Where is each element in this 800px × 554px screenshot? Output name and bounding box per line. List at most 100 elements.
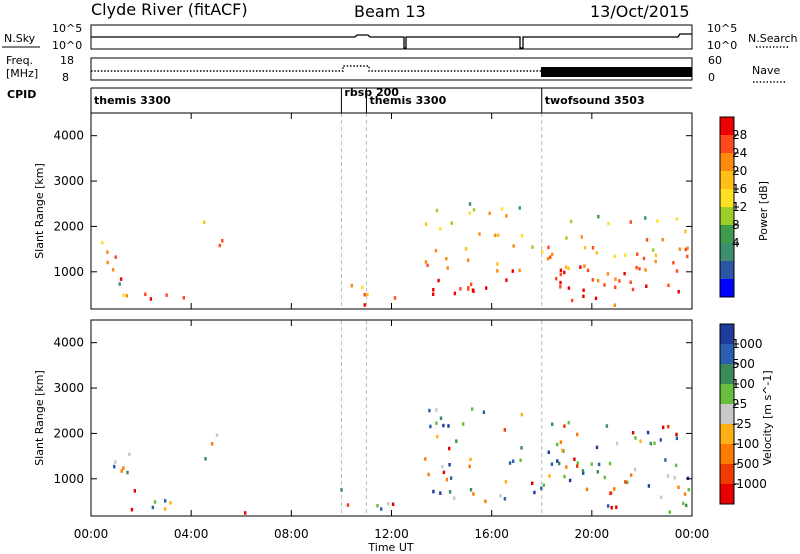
nsky-panel: N.Sky 10^5 10^0 10^5 10^0 N.Search: [2, 22, 798, 52]
data-cell: [459, 287, 462, 291]
data-cell: [567, 421, 570, 425]
data-cell: [182, 296, 185, 300]
data-cell: [520, 234, 524, 238]
power-ylabel: Slant Range [km]: [33, 163, 46, 259]
data-cell: [563, 270, 566, 275]
data-cell: [426, 263, 429, 268]
data-cell: [672, 261, 675, 265]
data-cell: [674, 463, 678, 468]
beam-label: Beam 13: [354, 2, 426, 21]
data-cell: [568, 478, 572, 483]
colorbar-swatch: [720, 171, 734, 190]
data-cell: [582, 471, 585, 475]
data-cell: [503, 428, 506, 432]
data-cell: [122, 466, 125, 470]
data-cell: [567, 266, 570, 270]
data-cell: [630, 473, 633, 477]
data-cell: [488, 211, 491, 216]
colorbar-swatch: [720, 344, 734, 365]
velocity-colorbar-label: Velocity [m s^-1]: [761, 370, 774, 465]
nsky-label: N.Sky: [4, 32, 36, 45]
data-cell: [505, 214, 508, 218]
data-cell: [631, 287, 635, 292]
data-cell: [428, 408, 431, 413]
data-cell: [120, 469, 123, 473]
colorbar-swatch: [720, 117, 734, 136]
data-cell: [439, 416, 443, 420]
data-cell: [596, 470, 599, 474]
data-cell: [448, 463, 451, 467]
x-axis-title: Time UT: [367, 541, 413, 554]
data-cell: [363, 292, 366, 297]
x-tick-label: 08:00: [274, 527, 309, 541]
data-cell: [340, 488, 343, 492]
data-cell: [464, 247, 468, 251]
data-cell: [439, 491, 442, 495]
data-cell: [583, 264, 586, 268]
data-cell: [503, 497, 507, 501]
data-cell: [512, 459, 515, 463]
colorbar-tick-label: 12: [732, 200, 747, 214]
colorbar-tick-label: 100: [732, 377, 755, 391]
data-cell: [518, 268, 521, 273]
data-cell: [609, 491, 613, 495]
data-cell: [448, 446, 451, 451]
data-cell: [424, 222, 428, 226]
data-cell: [435, 421, 438, 425]
data-cell: [550, 462, 554, 466]
data-cell: [618, 279, 621, 283]
data-cell: [447, 424, 450, 428]
data-cell: [559, 280, 562, 285]
data-cell: [542, 483, 545, 487]
data-cell: [667, 424, 670, 429]
velocity-yticks: 1000 2000 3000 4000: [53, 336, 692, 486]
data-cell: [471, 288, 475, 292]
data-cell: [484, 499, 487, 504]
x-tick-label: 12:00: [374, 527, 409, 541]
data-cell: [165, 293, 168, 297]
colorbar-tick-label: 20: [732, 164, 747, 178]
data-cell: [361, 285, 364, 290]
data-cell: [573, 457, 576, 461]
data-cell: [606, 272, 610, 276]
data-cell: [512, 244, 515, 248]
data-cell: [449, 476, 453, 480]
data-cell: [624, 480, 627, 484]
data-cell: [432, 489, 435, 494]
data-cell: [684, 229, 687, 234]
data-cell: [471, 407, 474, 411]
data-cell: [673, 476, 676, 480]
data-cell: [469, 282, 473, 287]
power-colorbar-label: Power [dB]: [757, 181, 770, 241]
data-cell: [472, 208, 476, 212]
freq-label: Freq.: [6, 54, 33, 67]
colorbar-swatch: [720, 364, 734, 385]
colorbar-tick-label: -25: [732, 417, 752, 431]
data-cell: [151, 505, 155, 510]
data-cell: [497, 233, 500, 237]
x-axis: 00:00 04:00 08:00 12:00 16:00 20:00 00:00: [74, 113, 709, 541]
data-cell: [638, 267, 641, 271]
data-cell: [391, 502, 395, 506]
y-tick-label: 2000: [53, 219, 84, 233]
colorbar-swatch: [720, 279, 734, 298]
cpid-mode-label: themis 3300: [94, 94, 171, 107]
data-cell: [130, 507, 134, 512]
y-tick-label: 2000: [53, 426, 84, 440]
data-cell: [559, 268, 563, 273]
y-tick-label: 3000: [53, 174, 84, 188]
data-cell: [505, 278, 508, 282]
nsearch-label: N.Search: [748, 32, 798, 45]
data-cell: [496, 269, 499, 273]
data-cell: [596, 279, 600, 283]
data-cell: [169, 501, 172, 505]
data-cell: [446, 266, 449, 270]
data-cell: [218, 243, 221, 248]
data-cell: [393, 296, 397, 300]
data-cell: [434, 248, 438, 253]
data-cell: [210, 442, 214, 446]
data-cell: [432, 292, 435, 296]
data-cell: [564, 265, 568, 269]
colorbar-tick-label: 500: [732, 357, 755, 371]
data-cell: [559, 272, 562, 277]
